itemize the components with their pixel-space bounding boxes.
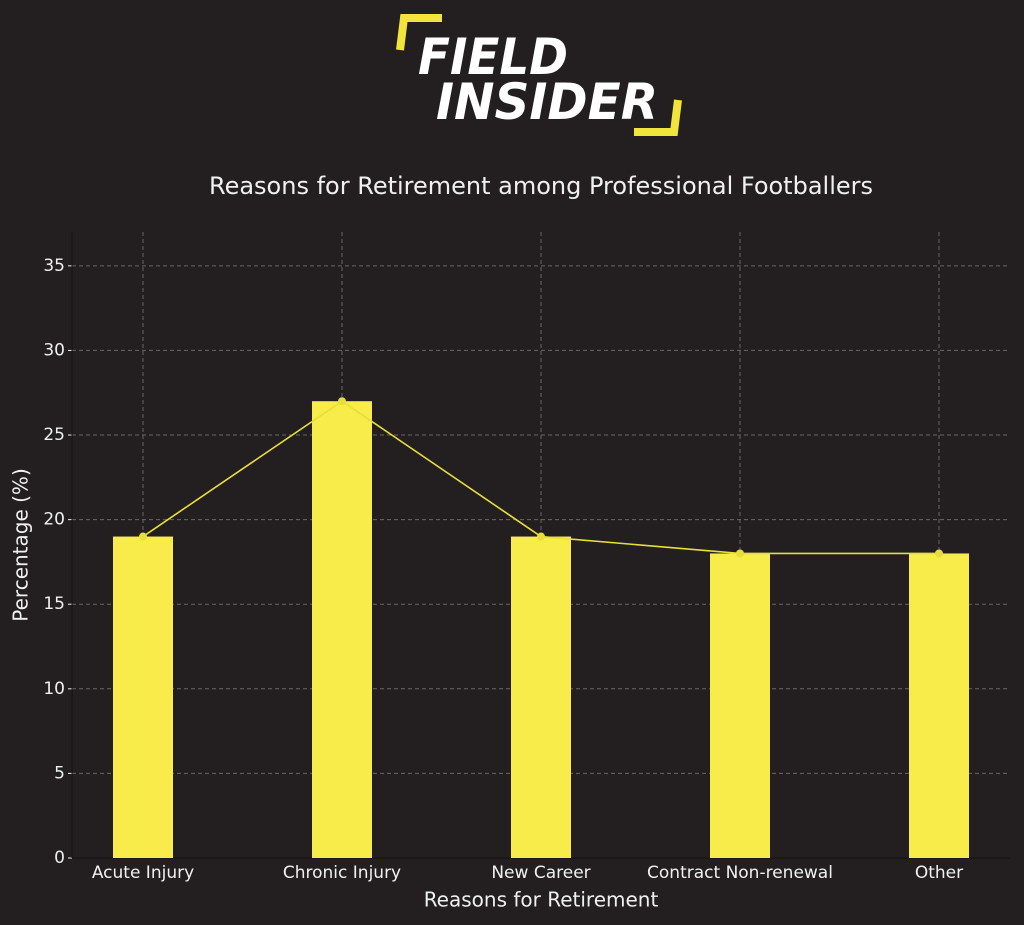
bar <box>113 536 173 858</box>
bar <box>710 553 770 858</box>
x-tick-label: Chronic Injury <box>283 863 401 883</box>
bar <box>511 536 571 858</box>
x-tick-label: New Career <box>491 863 590 883</box>
logo-text: FIELD <box>418 28 568 86</box>
line-marker <box>736 549 744 558</box>
logo-bracket <box>634 99 682 136</box>
logo-bracket <box>396 14 442 51</box>
x-tick-label: Other <box>915 863 963 883</box>
y-tick-label: 20 <box>43 510 65 530</box>
logo: FIELD INSIDER <box>396 14 682 136</box>
bar <box>312 401 372 858</box>
y-tick-label: 25 <box>43 425 65 445</box>
line-marker <box>139 532 147 541</box>
y-tick-label: 5 <box>54 763 65 783</box>
y-tick-label: 35 <box>43 256 65 276</box>
y-axis-label: Percentage (%) <box>9 468 33 621</box>
bar <box>909 553 969 858</box>
line-marker <box>338 397 346 406</box>
x-axis-label: Reasons for Retirement <box>424 888 659 912</box>
line-marker <box>935 549 943 558</box>
y-tick-label: 10 <box>43 679 65 699</box>
chart-title: Reasons for Retirement among Professiona… <box>209 172 873 200</box>
y-tick-label: 30 <box>43 340 65 360</box>
logo-text: INSIDER <box>436 73 658 131</box>
y-tick-label: 0 <box>54 848 65 868</box>
y-tick-label: 15 <box>43 594 65 614</box>
x-tick-label: Acute Injury <box>92 863 194 883</box>
line-marker <box>537 532 545 541</box>
x-tick-label: Contract Non-renewal <box>647 863 833 883</box>
